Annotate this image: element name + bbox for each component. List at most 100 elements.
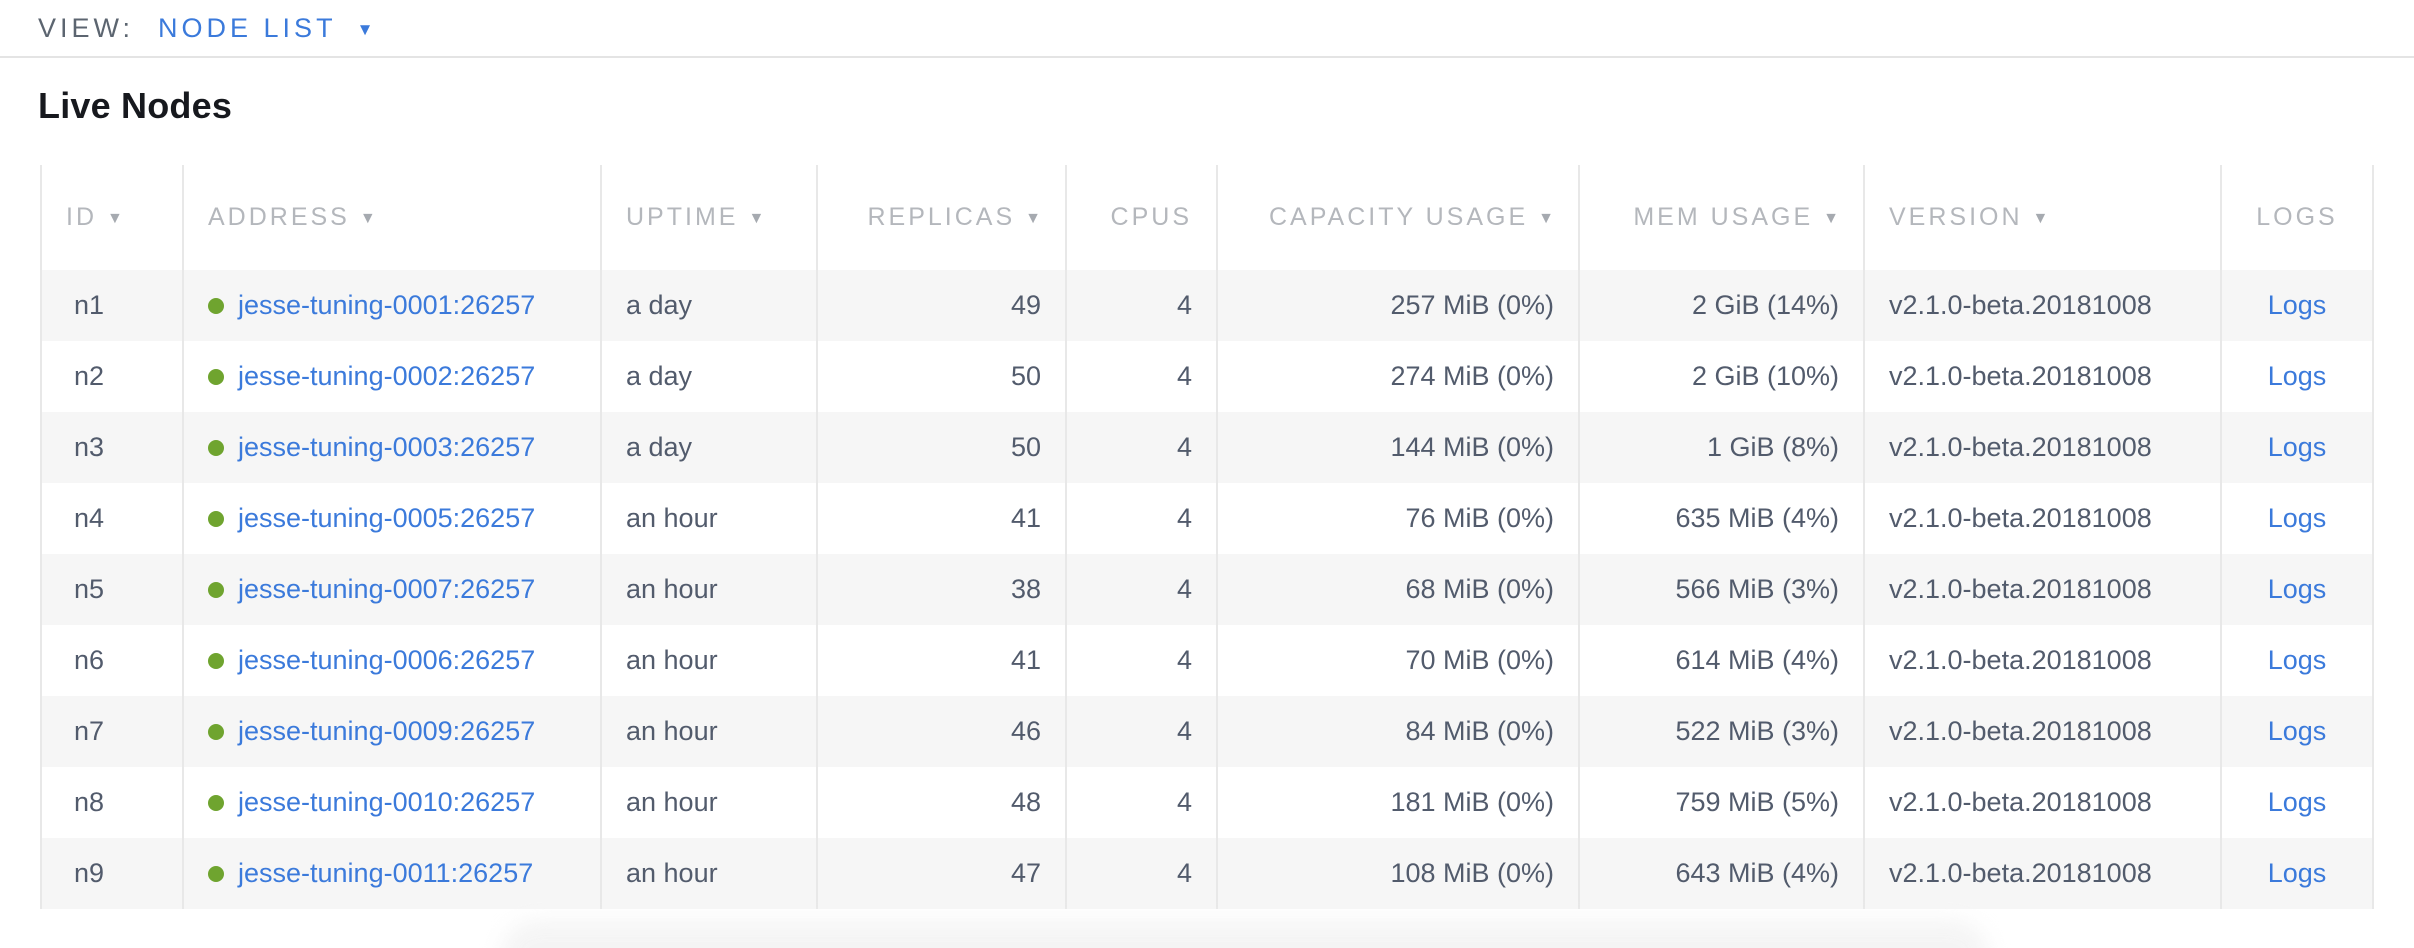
logs-cell: Logs [2220,696,2374,767]
version-cell: v2.1.0-beta.20181008 [1863,554,2221,625]
mem_usage-cell: 643 MiB (4%) [1578,838,1864,909]
node-logs-link[interactable]: Logs [2267,858,2327,888]
node-logs-link[interactable]: Logs [2267,574,2327,604]
node-address: jesse-tuning-0010:26257 [208,787,535,818]
replicas-cell: 46 [816,696,1066,767]
node-address-link[interactable]: jesse-tuning-0009:26257 [238,716,536,747]
version-cell: v2.1.0-beta.20181008 [1863,625,2221,696]
node-row-n2: n2 jesse-tuning-0002:26257 a day 50 4 274 MiB… [40,341,2374,412]
uptime-cell: an hour [600,483,817,554]
address-cell: jesse-tuning-0007:26257 [182,554,601,625]
node-logs-link[interactable]: Logs [2267,361,2327,391]
node-row-n8: n8 jesse-tuning-0010:26257 an hour 48 4 181 M… [40,767,2374,838]
view-bar: VIEW: NODE LIST ▼ [0,0,2414,58]
node-address-link[interactable]: jesse-tuning-0001:26257 [238,290,536,321]
node-address-link[interactable]: jesse-tuning-0005:26257 [238,503,536,534]
uptime-cell: an hour [600,696,817,767]
replicas-cell: 41 [816,625,1066,696]
capacity_usage-cell: 274 MiB (0%) [1216,341,1579,412]
node-address-link[interactable]: jesse-tuning-0011:26257 [238,858,534,889]
node-status-healthy-icon [208,723,224,740]
sort-arrow-icon: ▼ [748,210,765,227]
column-header-uptime[interactable]: UPTIME ▼ [600,165,817,270]
node-logs-link[interactable]: Logs [2267,503,2327,533]
id-cell: n8 [40,767,183,838]
capacity_usage-cell: 144 MiB (0%) [1216,412,1579,483]
cpus-cell: 4 [1065,767,1217,838]
cpus-cell: 4 [1065,625,1217,696]
node-logs-link[interactable]: Logs [2267,787,2327,817]
capacity_usage-cell: 257 MiB (0%) [1216,270,1579,341]
column-label: MEM USAGE [1633,203,1814,231]
sort-arrow-icon: ▼ [359,210,376,227]
node-address-link[interactable]: jesse-tuning-0007:26257 [238,574,536,605]
version-cell: v2.1.0-beta.20181008 [1863,696,2221,767]
node-row-n4: n4 jesse-tuning-0005:26257 an hour 41 4 76 Mi… [40,483,2374,554]
column-header-replicas[interactable]: REPLICAS ▼ [816,165,1066,270]
replicas-cell: 50 [816,341,1066,412]
column-header-address[interactable]: ADDRESS ▼ [182,165,601,270]
cpus-cell: 4 [1065,483,1217,554]
column-header-version[interactable]: VERSION ▼ [1863,165,2221,270]
live-nodes-table-container: ID ▼ ADDRESS ▼ UPTIME ▼ REPLICAS ▼ CPUS CAPACITY … [40,165,2414,909]
table-header-row: ID ▼ ADDRESS ▼ UPTIME ▼ REPLICAS ▼ CPUS CAPACITY … [40,165,2374,270]
node-status-healthy-icon [208,865,224,882]
cpus-cell: 4 [1065,412,1217,483]
node-address-link[interactable]: jesse-tuning-0006:26257 [238,645,536,676]
version-cell: v2.1.0-beta.20181008 [1863,767,2221,838]
node-logs-link[interactable]: Logs [2267,645,2327,675]
id-cell: n6 [40,625,183,696]
node-address-link[interactable]: jesse-tuning-0010:26257 [238,787,536,818]
address-cell: jesse-tuning-0006:26257 [182,625,601,696]
id-cell: n5 [40,554,183,625]
column-label: LOGS [2256,203,2338,231]
id-cell: n2 [40,341,183,412]
node-address: jesse-tuning-0009:26257 [208,716,535,747]
node-logs-link[interactable]: Logs [2267,716,2327,746]
node-row-n7: n7 jesse-tuning-0009:26257 an hour 46 4 84 Mi… [40,696,2374,767]
view-selector-dropdown[interactable]: NODE LIST ▼ [158,13,377,44]
mem_usage-cell: 2 GiB (14%) [1578,270,1864,341]
live-nodes-table: ID ▼ ADDRESS ▼ UPTIME ▼ REPLICAS ▼ CPUS CAPACITY … [40,165,2374,909]
replicas-cell: 41 [816,483,1066,554]
replicas-cell: 47 [816,838,1066,909]
node-address-link[interactable]: jesse-tuning-0002:26257 [238,361,536,392]
column-label: CPUS [1110,203,1192,231]
column-label: VERSION [1889,203,2023,231]
mem_usage-cell: 566 MiB (3%) [1578,554,1864,625]
node-logs-link[interactable]: Logs [2267,290,2327,320]
node-row-n9: n9 jesse-tuning-0011:26257 an hour 47 4 108 M… [40,838,2374,909]
node-logs-link[interactable]: Logs [2267,432,2327,462]
bottom-shadow [500,920,1990,948]
node-address-link[interactable]: jesse-tuning-0003:26257 [238,432,536,463]
node-status-healthy-icon [208,510,224,527]
replicas-cell: 48 [816,767,1066,838]
node-address: jesse-tuning-0011:26257 [208,858,533,889]
capacity_usage-cell: 70 MiB (0%) [1216,625,1579,696]
address-cell: jesse-tuning-0001:26257 [182,270,601,341]
sort-arrow-icon: ▼ [1538,210,1554,227]
uptime-cell: an hour [600,767,817,838]
replicas-cell: 38 [816,554,1066,625]
version-cell: v2.1.0-beta.20181008 [1863,838,2221,909]
column-label: ID [66,203,97,231]
node-address: jesse-tuning-0002:26257 [208,361,535,392]
id-cell: n3 [40,412,183,483]
node-status-healthy-icon [208,297,224,314]
node-row-n5: n5 jesse-tuning-0007:26257 an hour 38 4 68 Mi… [40,554,2374,625]
node-address: jesse-tuning-0001:26257 [208,290,535,321]
column-header-id[interactable]: ID ▼ [40,165,183,270]
node-address: jesse-tuning-0006:26257 [208,645,535,676]
sort-arrow-icon: ▼ [2032,210,2049,227]
version-cell: v2.1.0-beta.20181008 [1863,270,2221,341]
version-cell: v2.1.0-beta.20181008 [1863,341,2221,412]
address-cell: jesse-tuning-0002:26257 [182,341,601,412]
mem_usage-cell: 759 MiB (5%) [1578,767,1864,838]
node-status-healthy-icon [208,368,224,385]
column-header-mem_usage[interactable]: MEM USAGE ▼ [1578,165,1864,270]
view-label: VIEW: [38,12,135,43]
capacity_usage-cell: 84 MiB (0%) [1216,696,1579,767]
cpus-cell: 4 [1065,696,1217,767]
id-cell: n7 [40,696,183,767]
column-header-capacity_usage[interactable]: CAPACITY USAGE ▼ [1216,165,1579,270]
